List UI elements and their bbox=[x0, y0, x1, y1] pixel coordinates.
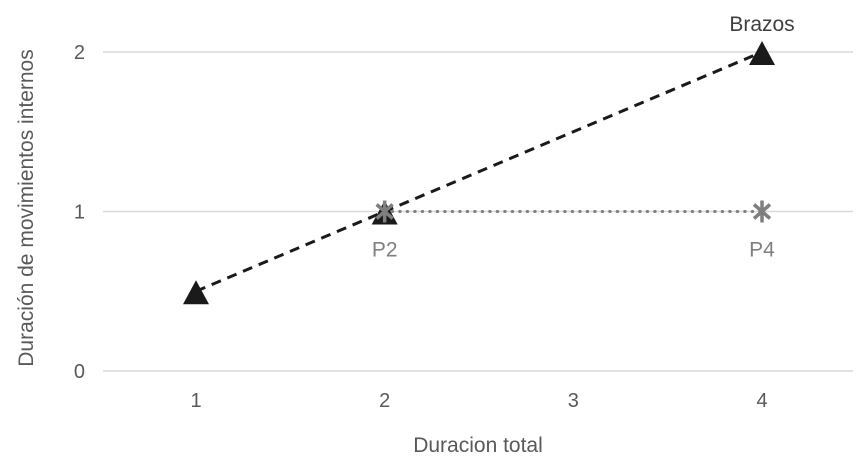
y-tick-label: 2 bbox=[74, 42, 85, 64]
x-tick-label: 1 bbox=[190, 390, 201, 412]
series-line-Brazos bbox=[195, 50, 763, 293]
x-axis-title: Duracion total bbox=[413, 434, 543, 457]
triangle-marker bbox=[183, 280, 209, 305]
x-tick-label: 4 bbox=[756, 390, 767, 412]
x-tick-label: 2 bbox=[379, 390, 390, 412]
y-tick-label: 0 bbox=[74, 361, 85, 383]
data-label-P4: P4 bbox=[749, 239, 775, 262]
triangle-marker bbox=[749, 41, 776, 65]
asterisk-marker bbox=[752, 203, 772, 220]
y-tick-label: 1 bbox=[74, 202, 85, 224]
data-label-P2: P2 bbox=[372, 239, 398, 262]
data-label-Brazos: Brazos bbox=[729, 13, 794, 36]
y-axis-title: Duración de movimientos internos bbox=[15, 49, 38, 367]
asterisk-marker bbox=[375, 203, 394, 220]
x-tick-label: 3 bbox=[568, 390, 579, 412]
